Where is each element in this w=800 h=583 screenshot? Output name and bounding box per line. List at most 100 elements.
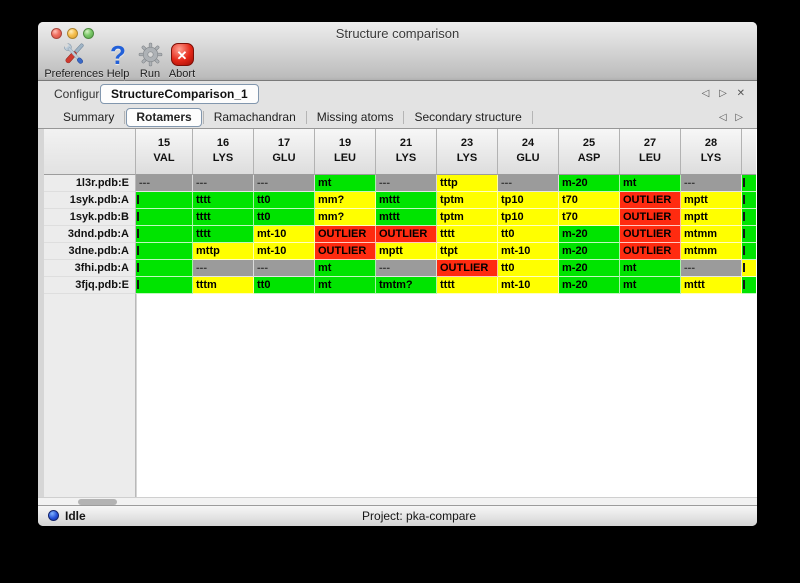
rotamer-cell[interactable]: OUTLIER bbox=[620, 192, 681, 209]
rotamer-cell[interactable]: --- bbox=[254, 175, 315, 192]
rotamer-cell[interactable]: --- bbox=[376, 175, 437, 192]
rotamer-cell[interactable]: mt bbox=[620, 175, 681, 192]
rotamer-cell[interactable]: tt0 bbox=[498, 226, 559, 243]
tab-missing-atoms[interactable]: Missing atoms bbox=[316, 110, 394, 124]
rotamer-cell[interactable]: tttt bbox=[193, 226, 254, 243]
zoom-button[interactable] bbox=[83, 28, 94, 39]
rotamer-cell[interactable]: tttt bbox=[437, 226, 498, 243]
rotamer-cell[interactable]: mt bbox=[315, 277, 376, 294]
rotamer-cell[interactable]: tttp bbox=[437, 175, 498, 192]
rotamer-cell[interactable]: mm? bbox=[315, 209, 376, 226]
rotamer-cell[interactable]: tptm bbox=[437, 192, 498, 209]
rotamer-cell[interactable]: mt-10 bbox=[254, 243, 315, 260]
minimize-button[interactable] bbox=[67, 28, 78, 39]
rotamer-cell[interactable]: m-20 bbox=[559, 226, 620, 243]
rotamer-cell[interactable] bbox=[136, 192, 193, 209]
tabs-prev-icon[interactable]: ◁ bbox=[718, 112, 727, 123]
rotamer-cell[interactable]: OUTLIER bbox=[315, 226, 376, 243]
tabs-next-icon[interactable]: ▷ bbox=[735, 112, 743, 123]
rotamer-cell[interactable]: OUTLIER bbox=[620, 226, 681, 243]
rotamer-cell[interactable] bbox=[742, 277, 756, 294]
tab-summary[interactable]: Summary bbox=[63, 110, 115, 124]
rotamer-cell[interactable]: mttp bbox=[193, 243, 254, 260]
rotamer-cell[interactable]: --- bbox=[136, 175, 193, 192]
row-label[interactable]: 1syk.pdb:A bbox=[44, 192, 136, 209]
rotamer-cell[interactable] bbox=[742, 175, 756, 192]
rotamer-cell[interactable]: m-20 bbox=[559, 260, 620, 277]
rotamer-cell[interactable]: m-20 bbox=[559, 243, 620, 260]
rotamer-cell[interactable]: --- bbox=[193, 175, 254, 192]
rotamer-cell[interactable] bbox=[136, 277, 193, 294]
rotamer-cell[interactable] bbox=[742, 260, 756, 277]
rotamer-cell[interactable]: tp10 bbox=[498, 192, 559, 209]
help-button[interactable]: ? Help bbox=[100, 41, 136, 81]
rotamer-cell[interactable] bbox=[742, 243, 756, 260]
rotamer-cell[interactable]: mttt bbox=[681, 277, 742, 294]
rotamer-cell[interactable]: tttt bbox=[193, 209, 254, 226]
rotamer-cell[interactable]: t70 bbox=[559, 192, 620, 209]
rotamer-cell[interactable]: ttpt bbox=[437, 243, 498, 260]
horizontal-scrollbar[interactable] bbox=[38, 497, 757, 506]
rotamer-cell[interactable]: tptm bbox=[437, 209, 498, 226]
tab-rotamers[interactable]: Rotamers bbox=[126, 108, 202, 127]
rotamer-cell[interactable]: m-20 bbox=[559, 277, 620, 294]
row-label[interactable]: 3fhi.pdb:A bbox=[44, 260, 136, 277]
rotamer-cell[interactable]: OUTLIER bbox=[376, 226, 437, 243]
horizontal-scrollbar-thumb[interactable] bbox=[78, 499, 117, 505]
rotamer-cell[interactable]: mt bbox=[315, 260, 376, 277]
rotamer-cell[interactable]: OUTLIER bbox=[315, 243, 376, 260]
rotamer-cell[interactable]: mt bbox=[315, 175, 376, 192]
rotamer-cell[interactable]: OUTLIER bbox=[620, 243, 681, 260]
rotamer-cell[interactable] bbox=[136, 209, 193, 226]
rotamer-cell[interactable]: tttt bbox=[437, 277, 498, 294]
rotamer-cell[interactable]: tttt bbox=[193, 192, 254, 209]
close-button[interactable] bbox=[51, 28, 62, 39]
rotamer-cell[interactable]: --- bbox=[498, 175, 559, 192]
preferences-button[interactable]: Preferences bbox=[41, 41, 107, 80]
config-next-icon[interactable]: ▷ bbox=[719, 88, 727, 99]
rotamer-cell[interactable]: mtmm bbox=[681, 226, 742, 243]
tab-ramachandran[interactable]: Ramachandran bbox=[213, 110, 296, 124]
rotamer-cell[interactable]: tp10 bbox=[498, 209, 559, 226]
rotamer-cell[interactable]: mt-10 bbox=[498, 243, 559, 260]
rotamer-cell[interactable]: --- bbox=[376, 260, 437, 277]
row-label[interactable]: 1syk.pdb:B bbox=[44, 209, 136, 226]
configuration-tab[interactable]: StructureComparison_1 bbox=[100, 84, 259, 104]
rotamer-cell[interactable]: mttt bbox=[376, 209, 437, 226]
rotamer-cell[interactable]: tttm bbox=[193, 277, 254, 294]
rotamer-cell[interactable]: OUTLIER bbox=[620, 209, 681, 226]
rotamer-cell[interactable]: mt bbox=[620, 260, 681, 277]
rotamer-cell[interactable]: mptt bbox=[376, 243, 437, 260]
row-label[interactable]: 3dnd.pdb:A bbox=[44, 226, 136, 243]
rotamer-cell[interactable] bbox=[742, 226, 756, 243]
rotamer-cell[interactable]: mttt bbox=[376, 192, 437, 209]
rotamer-cell[interactable]: mt bbox=[620, 277, 681, 294]
rotamer-cell[interactable] bbox=[742, 209, 756, 226]
rotamer-cell[interactable]: tt0 bbox=[498, 260, 559, 277]
rotamer-cell[interactable]: tt0 bbox=[254, 209, 315, 226]
rotamer-cell[interactable] bbox=[136, 260, 193, 277]
rotamer-cell[interactable]: --- bbox=[193, 260, 254, 277]
row-label[interactable]: 1l3r.pdb:E bbox=[44, 175, 136, 192]
rotamer-cell[interactable]: mptt bbox=[681, 209, 742, 226]
rotamer-cell[interactable]: mm? bbox=[315, 192, 376, 209]
rotamer-cell[interactable]: --- bbox=[254, 260, 315, 277]
tab-secondary-structure[interactable]: Secondary structure bbox=[414, 110, 522, 124]
config-close-icon[interactable]: ✕ bbox=[736, 88, 745, 99]
rotamer-cell[interactable]: --- bbox=[681, 175, 742, 192]
row-label[interactable]: 3dne.pdb:A bbox=[44, 243, 136, 260]
row-label[interactable]: 3fjq.pdb:E bbox=[44, 277, 136, 294]
rotamer-cell[interactable]: mt-10 bbox=[254, 226, 315, 243]
rotamer-cell[interactable]: mt-10 bbox=[498, 277, 559, 294]
rotamer-cell[interactable]: tt0 bbox=[254, 192, 315, 209]
rotamer-cell[interactable] bbox=[136, 226, 193, 243]
rotamer-cell[interactable]: m-20 bbox=[559, 175, 620, 192]
abort-button[interactable]: ✕ Abort bbox=[162, 41, 202, 80]
rotamer-cell[interactable]: tmtm? bbox=[376, 277, 437, 294]
rotamer-cell[interactable] bbox=[136, 243, 193, 260]
rotamer-cell[interactable]: mtmm bbox=[681, 243, 742, 260]
run-button[interactable]: Run bbox=[134, 41, 166, 80]
rotamer-cell[interactable]: tt0 bbox=[254, 277, 315, 294]
rotamer-cell[interactable]: OUTLIER bbox=[437, 260, 498, 277]
config-prev-icon[interactable]: ◁ bbox=[701, 88, 710, 99]
